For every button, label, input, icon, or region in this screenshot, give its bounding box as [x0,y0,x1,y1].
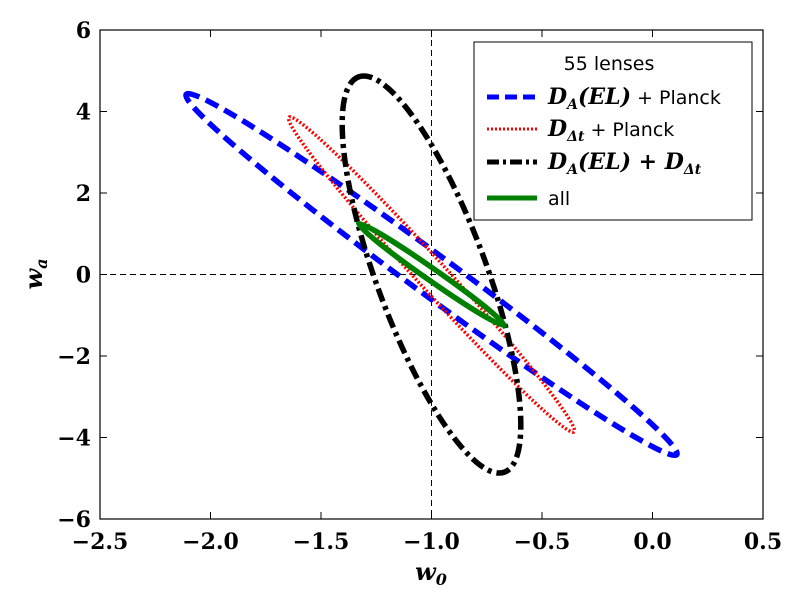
contour-DA_EL_DDt [339,73,524,476]
y-tick-label: −6 [57,507,91,533]
y-tick-label: 4 [76,100,91,126]
y-axis-label: wa [19,258,51,289]
legend-label-ddt-planck: DΔt + Planck [547,116,674,145]
x-tick-label: −2.5 [72,529,129,555]
y-tick-label: 0 [76,263,91,289]
x-tick-label: −1.5 [293,529,350,555]
x-tick-label: 0.0 [633,529,671,555]
y-tick-label: −4 [57,426,91,452]
x-tick-label: −1.0 [403,529,460,555]
x-tick-label: −2.0 [182,529,239,555]
legend: 55 lenses DA(EL) + Planck DΔt + Planck D… [473,41,753,221]
y-tick-label: −2 [57,344,91,370]
legend-box [473,41,753,221]
x-tick-label: −0.5 [514,529,571,555]
legend-title: 55 lenses [564,53,655,75]
legend-label-da-el-ddt: DA(EL) + DΔt [547,149,702,178]
legend-label-all: all [548,188,570,210]
contour-DA_EL_Planck [183,90,680,459]
x-tick-label: 0.5 [744,529,782,555]
contour-DDt_Planck [286,115,577,434]
y-tick-label: 6 [76,18,91,44]
x-axis-label: w0 [415,557,447,589]
y-tick-label: 2 [76,181,91,207]
legend-label-da-el-planck: DA(EL) + Planck [547,84,721,113]
contour-all [355,220,508,329]
